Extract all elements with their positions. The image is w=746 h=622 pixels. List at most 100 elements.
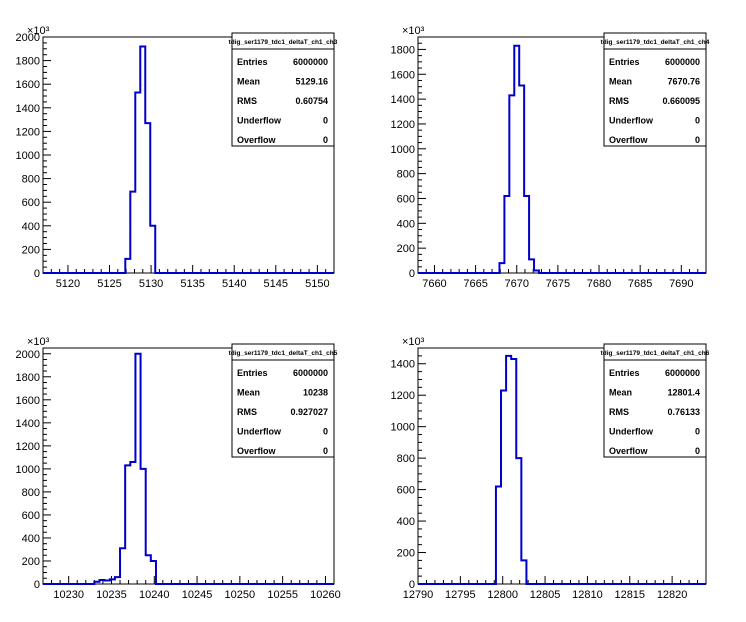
x-tick-label: 7680 xyxy=(587,278,611,290)
x-tick-label: 12805 xyxy=(530,589,561,601)
y-tick-label: 400 xyxy=(397,218,415,230)
stats-value: 0 xyxy=(695,116,700,126)
stats-box-frame xyxy=(603,343,707,458)
x-tick-label: 12815 xyxy=(614,589,645,601)
y-tick-label: 800 xyxy=(22,487,40,499)
x-tick-label: 12790 xyxy=(403,589,434,601)
histogram-bin xyxy=(115,577,120,584)
stats-value: 0.76133 xyxy=(667,407,700,417)
histogram-bin xyxy=(534,271,539,273)
y-tick-label: 1400 xyxy=(391,94,415,106)
x-tick-label: 12800 xyxy=(487,589,518,601)
histogram-bin xyxy=(130,462,135,584)
histogram-bin xyxy=(135,92,140,273)
x-tick-label: 7675 xyxy=(546,278,570,290)
y-tick-label: 1000 xyxy=(391,422,415,434)
histogram-bin xyxy=(105,581,110,584)
histogram-pad-3: 10230 10235 10240 10245 10250 10255 10260 0 200 4… xyxy=(16,336,341,601)
stats-label: Mean xyxy=(237,388,260,398)
stats-title: tdig_ser1179_tdc1_deltaT_ch1_ch5 xyxy=(229,350,338,357)
y-exponent-label: ×10³ xyxy=(27,25,50,37)
x-tick-label: 5135 xyxy=(180,278,204,290)
stats-label: Entries xyxy=(237,368,268,378)
stats-value: 0 xyxy=(695,427,700,437)
stats-value: 7670.76 xyxy=(667,77,700,87)
histogram-bin xyxy=(529,259,534,273)
histogram-bin xyxy=(146,555,151,584)
stats-value: 0 xyxy=(323,116,328,126)
stats-label: RMS xyxy=(237,407,257,417)
stats-value: 6000000 xyxy=(665,368,700,378)
y-tick-label: 2000 xyxy=(16,32,40,44)
y-tick-label: 1200 xyxy=(391,119,415,131)
histogram-bin xyxy=(514,46,519,273)
stats-label: RMS xyxy=(609,407,629,417)
y-tick-label: 200 xyxy=(397,548,415,560)
stats-label: Mean xyxy=(609,77,632,87)
y-tick-label: 200 xyxy=(22,556,40,568)
y-tick-label: 0 xyxy=(409,268,415,280)
y-exponent-label: ×10³ xyxy=(402,25,425,37)
x-tick-label: 5150 xyxy=(305,278,329,290)
y-tick-label: 600 xyxy=(22,510,40,522)
x-tick-label: 5120 xyxy=(56,278,80,290)
y-tick-label: 600 xyxy=(397,193,415,205)
x-tick-label: 7665 xyxy=(463,278,487,290)
stats-box: tdig_ser1179_tdc1_deltaT_ch1_ch5 Entries 6… xyxy=(229,343,338,458)
y-tick-label: 1800 xyxy=(16,56,40,68)
x-tick-label: 10250 xyxy=(225,589,256,601)
y-tick-label: 200 xyxy=(22,244,40,256)
y-tick-label: 1600 xyxy=(16,79,40,91)
stats-value: 10238 xyxy=(303,388,328,398)
y-tick-label: 800 xyxy=(397,453,415,465)
y-tick-label: 400 xyxy=(22,533,40,545)
histogram-bin xyxy=(519,85,524,273)
y-tick-label: 1200 xyxy=(391,390,415,402)
stats-label: RMS xyxy=(237,96,257,106)
stats-box-frame xyxy=(603,32,707,147)
histogram-bin xyxy=(130,192,135,273)
stats-value: 0 xyxy=(695,446,700,456)
histogram-bin xyxy=(120,548,125,584)
histogram-bin xyxy=(125,465,130,584)
histogram-line xyxy=(418,44,706,274)
stats-label: Overflow xyxy=(609,135,649,145)
y-tick-label: 1200 xyxy=(16,441,40,453)
stats-value: 0 xyxy=(323,135,328,145)
stats-value: 12801.4 xyxy=(667,388,700,398)
stats-box: tdig_ser1179_tdc1_deltaT_ch1_ch3 Entries 6… xyxy=(229,32,338,147)
x-tick-label: 7660 xyxy=(422,278,446,290)
x-tick-label: 7690 xyxy=(669,278,693,290)
y-tick-label: 1200 xyxy=(16,126,40,138)
histogram-pad-1: 5120 5125 5130 5135 5140 5145 5150 0 200 400 600 80… xyxy=(16,25,338,290)
y-tick-label: 800 xyxy=(22,174,40,186)
histogram-line xyxy=(43,352,334,585)
stats-label: Mean xyxy=(237,77,260,87)
x-tick-label: 5145 xyxy=(264,278,288,290)
stats-label: Underflow xyxy=(609,427,654,437)
stats-label: Overflow xyxy=(237,135,277,145)
stats-box-frame xyxy=(231,343,335,458)
y-tick-label: 400 xyxy=(397,516,415,528)
histogram-bin xyxy=(511,359,516,584)
histogram-line xyxy=(418,354,706,585)
stats-value: 0 xyxy=(323,427,328,437)
y-tick-label: 1800 xyxy=(391,44,415,56)
x-tick-label: 10240 xyxy=(139,589,170,601)
y-tick-label: 400 xyxy=(22,221,40,233)
x-tick-label: 10260 xyxy=(310,589,341,601)
y-tick-label: 1000 xyxy=(16,150,40,162)
histogram-bin xyxy=(110,579,115,584)
x-tick-label: 12795 xyxy=(445,589,476,601)
y-tick-label: 800 xyxy=(397,169,415,181)
stats-label: RMS xyxy=(609,96,629,106)
stats-label: Entries xyxy=(609,368,640,378)
y-tick-label: 1600 xyxy=(391,69,415,81)
y-tick-label: 1400 xyxy=(391,359,415,371)
y-tick-label: 600 xyxy=(397,485,415,497)
stats-box: tdig_ser1179_tdc1_deltaT_ch1_ch4 Entries 6… xyxy=(601,32,710,147)
stats-box-frame xyxy=(231,32,335,147)
stats-value: 6000000 xyxy=(293,57,328,67)
stats-value: 0.927027 xyxy=(290,407,328,417)
y-tick-label: 1400 xyxy=(16,103,40,115)
